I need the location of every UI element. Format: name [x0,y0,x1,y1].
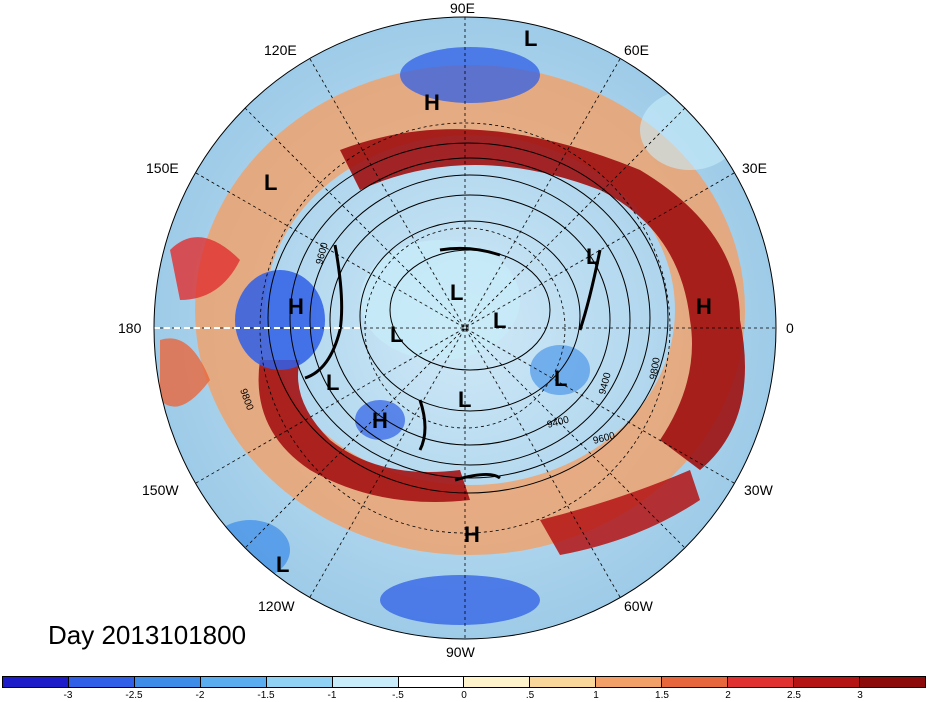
pressure-system: H [696,294,712,319]
lon-label-60e: 60E [624,42,649,58]
colorbar-segment [3,677,69,687]
colorbar-segment [134,677,201,687]
colorbar-tick-label: -1.5 [257,690,275,701]
pressure-system: L [458,387,471,412]
colorbar-segment [332,677,399,687]
lon-label-30e: 30E [742,160,767,176]
colorbar-tick-label: -.5 [392,690,404,701]
colorbar-tick-label: 1 [593,690,599,701]
colorbar-segment [398,677,465,687]
pressure-system: L [524,26,537,51]
pressure-system: L [264,170,277,195]
pressure-system: H [372,408,388,433]
colorbar [2,676,926,688]
pressure-system: H [464,522,480,547]
pressure-system: L [390,322,403,347]
colorbar-segment [200,677,267,687]
map-border [153,16,777,640]
colorbar-segment [728,677,795,687]
lon-label-120w: 120W [258,598,295,614]
lon-label-90w: 90W [446,644,475,660]
colorbar-tick-label: 2 [725,690,731,701]
lon-label-0: 0 [786,320,794,336]
colorbar-tick-label: 1.5 [655,690,669,701]
colorbar-tick-label: 3 [857,690,863,701]
map-title: Day 2013101800 [48,620,247,650]
pressure-system: L [276,552,289,577]
contour-label: 9800 [648,356,663,380]
colorbar-tick-label: 2.5 [787,690,801,701]
colorbar-segment [464,677,531,687]
pressure-system: H [288,294,304,319]
anomaly-field [154,17,776,639]
pressure-system: L [450,280,463,305]
colorbar-segment [859,677,925,687]
lon-label-120e: 120E [264,42,297,58]
pressure-systems: L H L L H L L L H L H L L L H [264,26,712,577]
lon-label-30w: 30W [744,482,773,498]
colorbar-tick-label: -2.5 [125,690,143,701]
colorbar-segment [530,677,597,687]
lon-label-60w: 60W [624,598,653,614]
pressure-system: H [424,90,440,115]
colorbar-tick-label: -1 [327,690,337,701]
colorbar-tick-label: 0 [461,690,467,701]
colorbar-tick-label: -2 [195,690,205,701]
colorbar-tick-label: .5 [525,690,535,701]
colorbar-tick-label: -3 [63,690,73,701]
colorbar-segment [596,677,663,687]
lon-label-150w: 150W [142,482,179,498]
colorbar-segment [662,677,729,687]
pressure-system: L [554,366,567,391]
pressure-system: L [326,370,339,395]
pressure-system: L [493,308,506,333]
colorbar-segment [794,677,860,687]
lon-label-180: 180 [118,320,142,336]
pressure-system: L [586,244,599,269]
colorbar-segment [68,677,135,687]
colorbar-segment [266,677,333,687]
lon-label-150e: 150E [146,160,179,176]
lon-label-90e: 90E [450,0,475,16]
